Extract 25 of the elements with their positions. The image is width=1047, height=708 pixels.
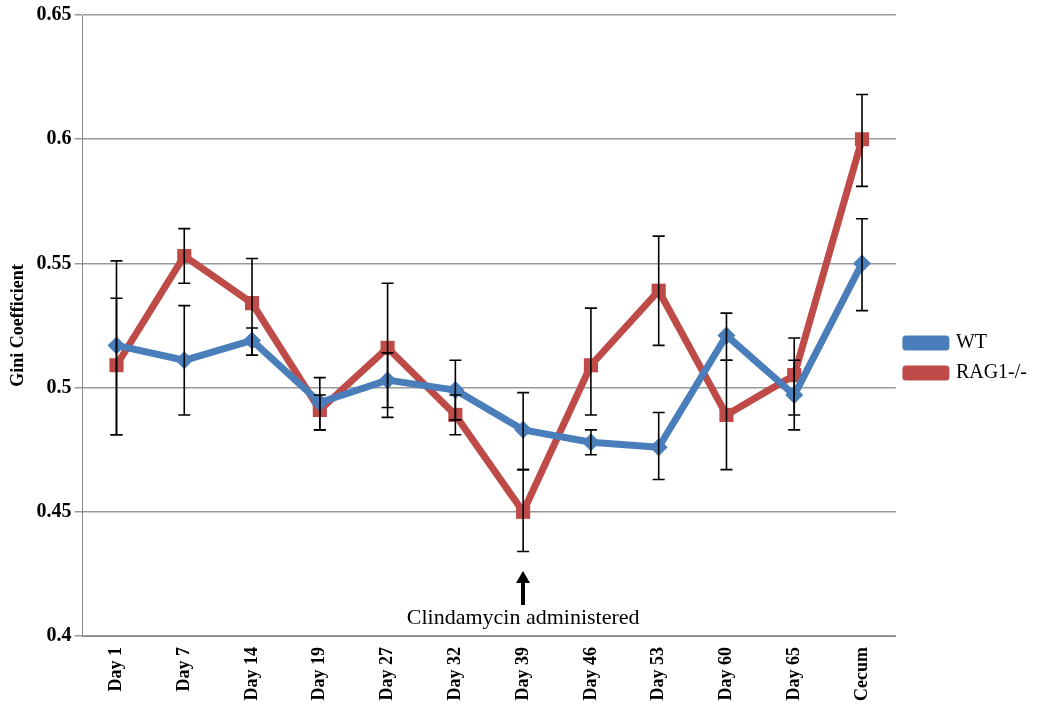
point <box>651 283 666 298</box>
annotation: Clindamycin administered <box>406 603 640 629</box>
point <box>719 407 734 423</box>
x-tick-label: Day 39 <box>511 647 532 701</box>
y-tick-label: 0.65 <box>36 2 72 25</box>
y-tick-label: 0.55 <box>36 250 72 273</box>
y-tick-label: 0.4 <box>46 623 72 646</box>
x-tick-label: Day 27 <box>376 647 397 701</box>
x-tick-label: Day 65 <box>782 647 803 701</box>
x-tick-label: Day 1 <box>105 647 126 692</box>
y-axis-title: Gini Coefficient <box>7 264 28 387</box>
x-tick-label: Day 14 <box>240 647 261 701</box>
y-tick-label: 0.45 <box>36 498 72 521</box>
x-tick-label: Day 7 <box>172 647 193 692</box>
x-tick-label: Day 19 <box>308 647 329 701</box>
legend-label: WT <box>955 330 987 353</box>
x-tick-label: Day 32 <box>444 647 465 701</box>
y-tick-label: 0.5 <box>46 374 72 397</box>
point <box>109 358 124 373</box>
y-tick-label: 0.6 <box>46 126 72 149</box>
legend-label: RAG1-/- <box>955 360 1028 383</box>
x-tick-label: Day 60 <box>715 647 736 701</box>
x-tick-label: Day 46 <box>579 647 600 701</box>
x-tick-label: Day 53 <box>647 647 668 701</box>
x-tick-label: Cecum <box>850 647 871 701</box>
